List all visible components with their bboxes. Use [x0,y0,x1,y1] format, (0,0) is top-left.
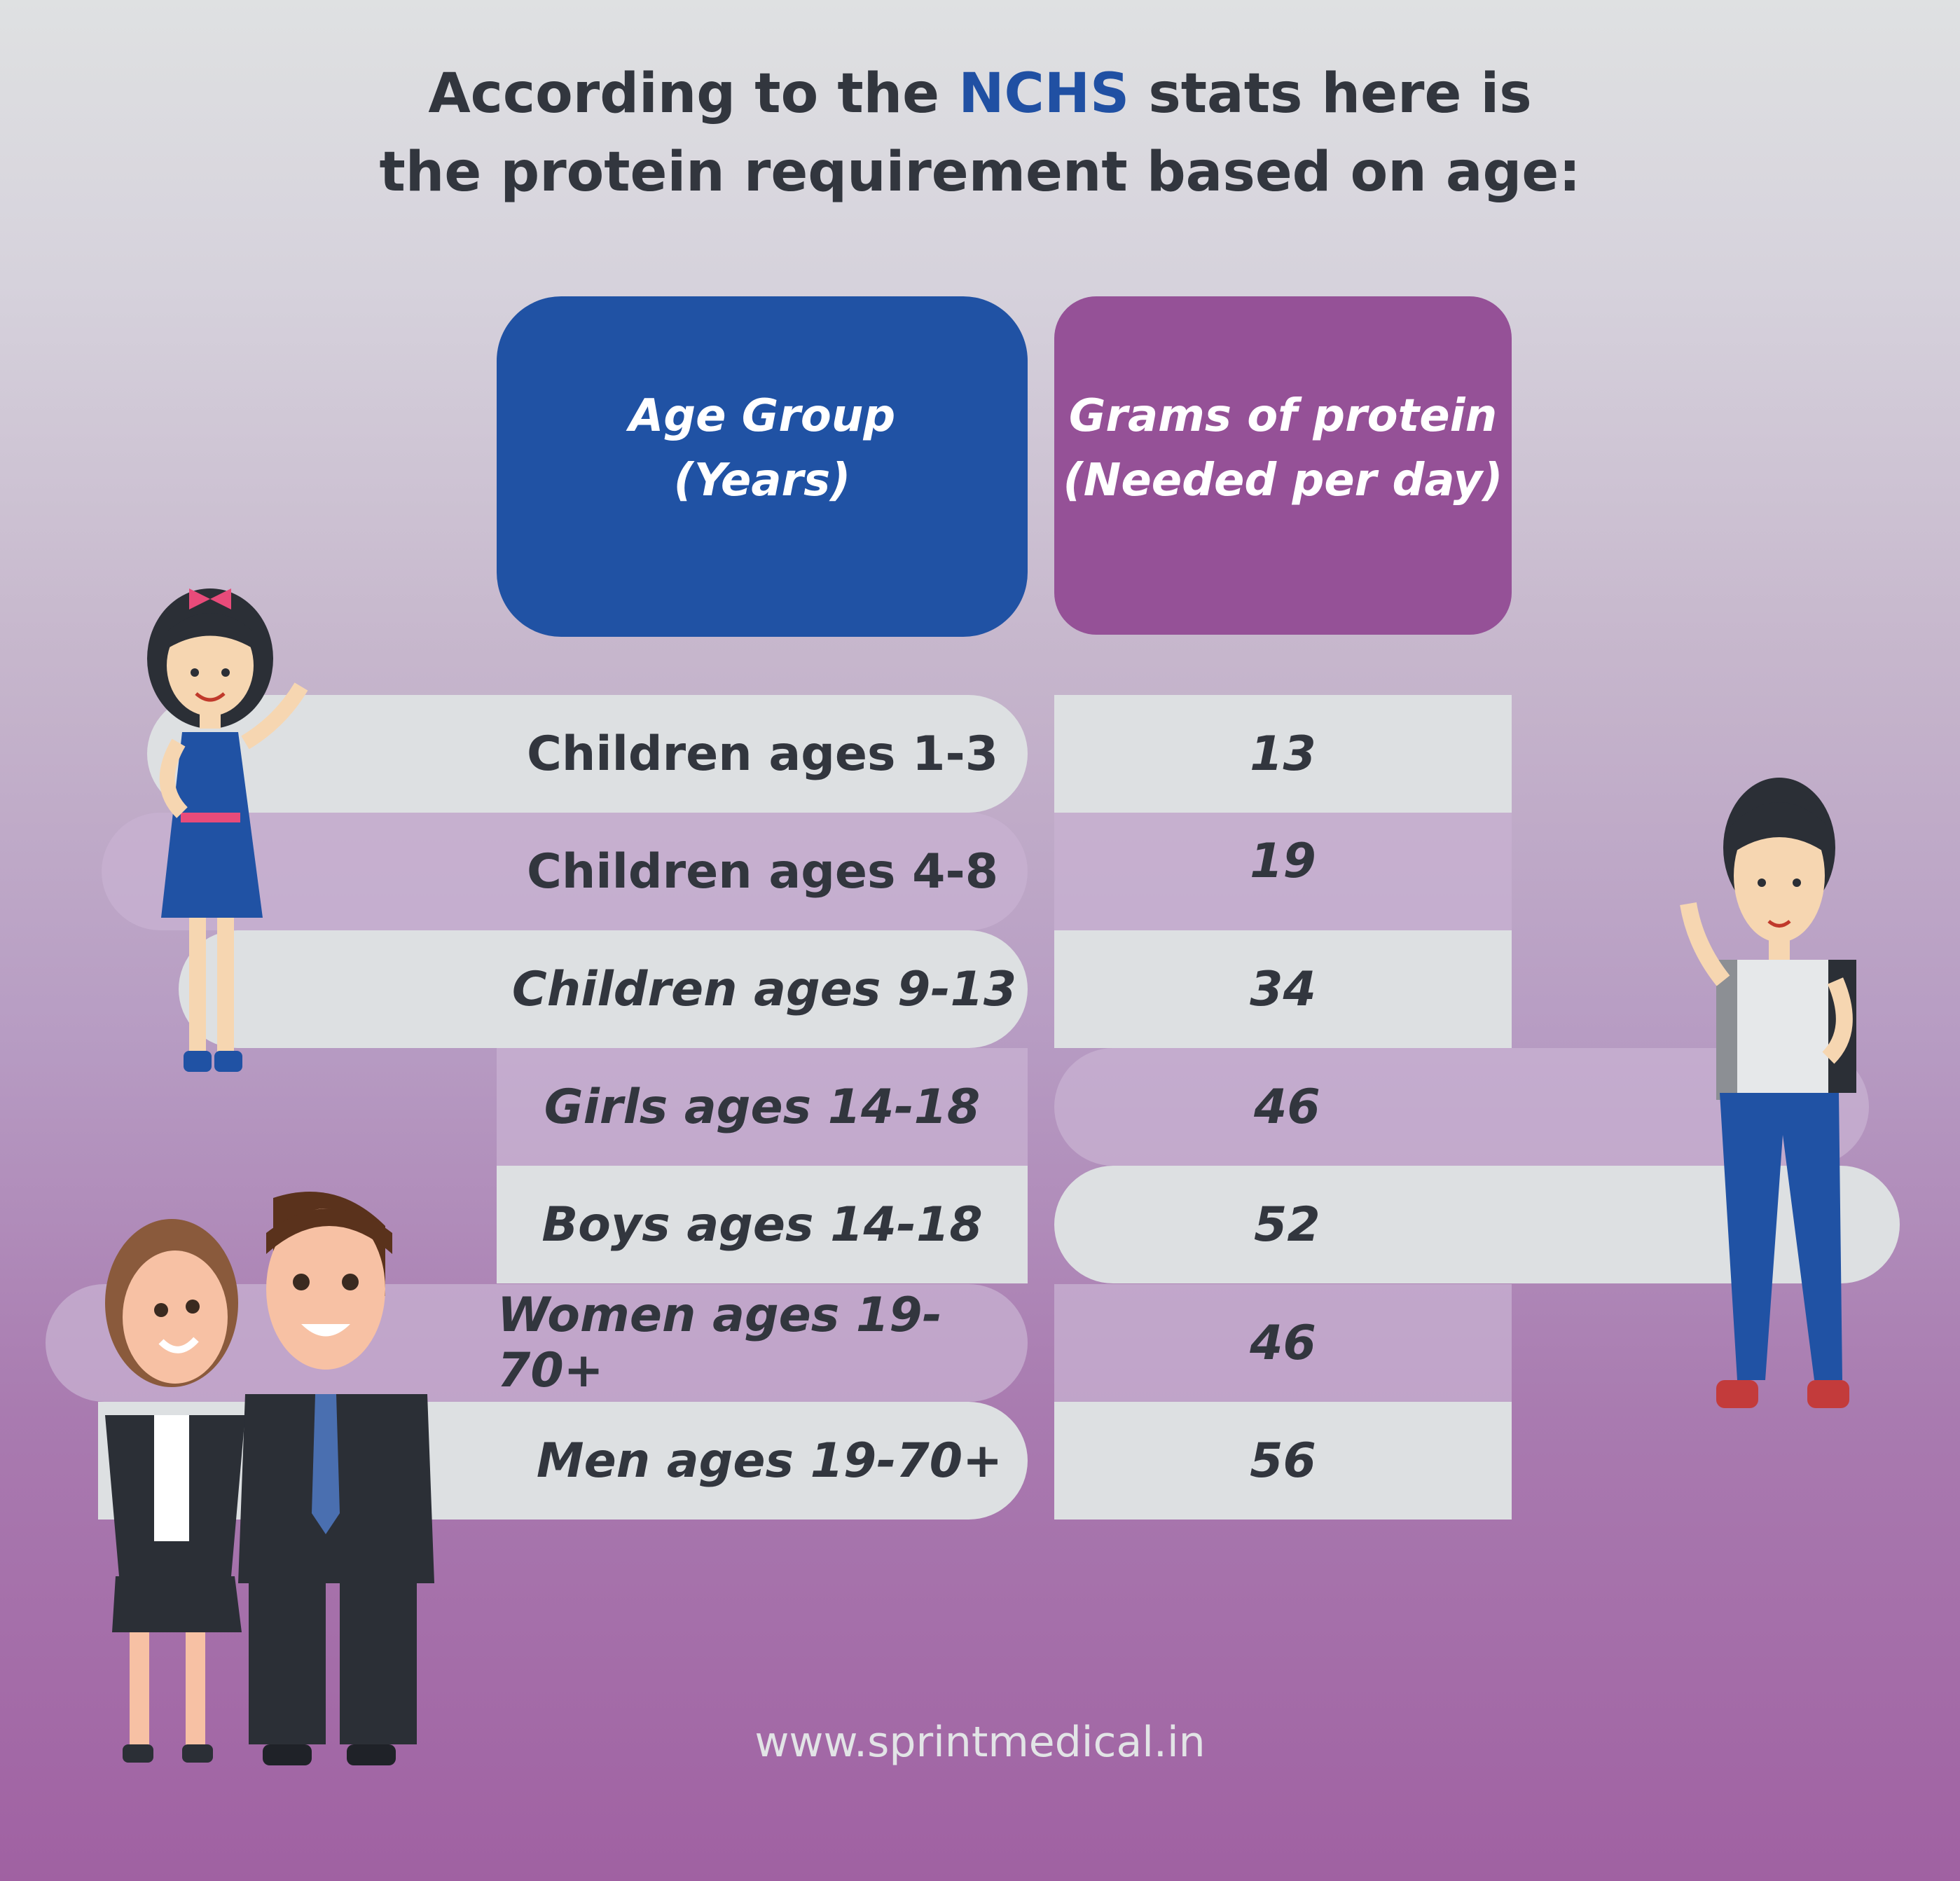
footer-url[interactable]: www.sprintmedical.in [754,1718,1206,1767]
header-age-group: Age Group (Years) [497,296,1028,637]
nchs-highlight: NCHS [958,62,1130,125]
title-line-1: According to the NCHS stats here is [428,62,1532,125]
header-grams-line1: Grams of protein [1068,390,1498,442]
row-4-group: Girls ages 14-18 [497,1048,1028,1166]
row-1-grams: 13 [1054,695,1512,813]
row-7-grams: 56 [1054,1402,1512,1520]
row-1-group: Children ages 1-3 [147,695,1028,813]
page-title: According to the NCHS stats here is the … [0,55,1960,212]
header-grams-line2: (Needed per day) [1063,455,1503,507]
header-age-line1: Age Group [628,390,896,442]
couple-illustration [105,1192,434,1765]
row-3-group: Children ages 9-13 [179,930,1028,1048]
row-6-grams: 46 [1054,1284,1512,1402]
row-2-grams: 19 [1054,813,1512,930]
girl-illustration [147,588,308,1072]
header-grams-protein: Grams of protein (Needed per day) [1054,296,1512,635]
boy-illustration [1680,778,1856,1408]
title-line-2: the protein requirement based on age: [379,141,1581,204]
header-age-line2: (Years) [673,455,851,507]
row-3-grams: 34 [1054,930,1512,1048]
row-5-group: Boys ages 14-18 [497,1166,1028,1283]
